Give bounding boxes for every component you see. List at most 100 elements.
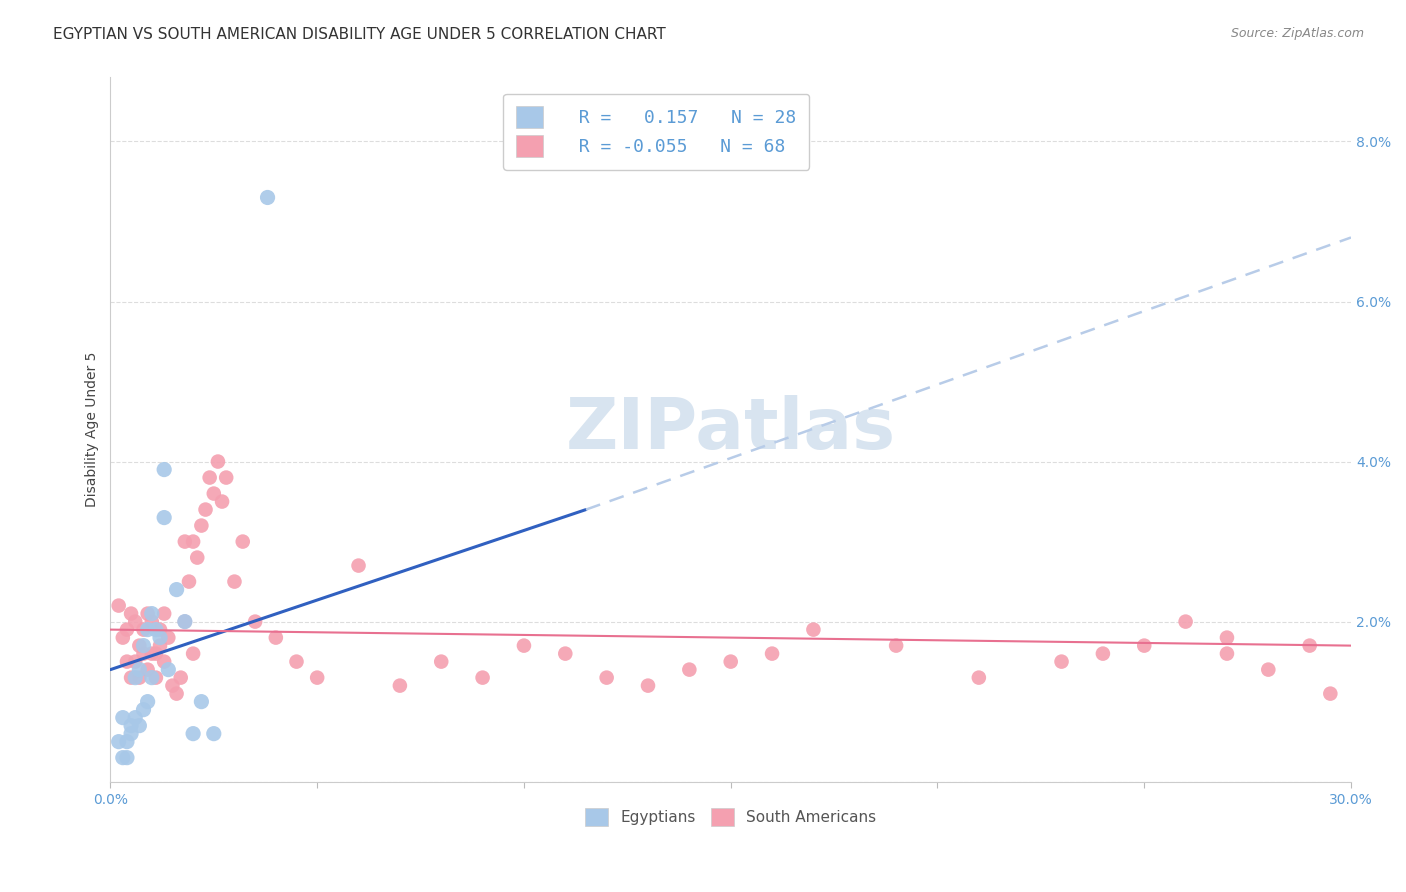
Point	[720, 655, 742, 669]
Point	[471, 671, 494, 685]
Point	[120, 718, 142, 732]
Point	[145, 623, 167, 637]
Point	[388, 679, 411, 693]
Point	[181, 647, 204, 661]
Point	[136, 607, 159, 621]
Legend: Egyptians, South Americans: Egyptians, South Americans	[578, 800, 884, 834]
Point	[173, 534, 195, 549]
Point	[141, 671, 163, 685]
Point	[141, 607, 163, 621]
Point	[124, 655, 146, 669]
Point	[347, 558, 370, 573]
Point	[967, 671, 990, 685]
Point	[157, 663, 180, 677]
Point	[1319, 687, 1341, 701]
Point	[141, 647, 163, 661]
Point	[211, 494, 233, 508]
Point	[111, 631, 134, 645]
Point	[181, 534, 204, 549]
Point	[202, 726, 225, 740]
Text: Source: ZipAtlas.com: Source: ZipAtlas.com	[1230, 27, 1364, 40]
Point	[637, 679, 659, 693]
Point	[120, 607, 142, 621]
Point	[554, 647, 576, 661]
Text: ZIPatlas: ZIPatlas	[565, 395, 896, 464]
Point	[124, 615, 146, 629]
Point	[166, 687, 188, 701]
Point	[1257, 663, 1279, 677]
Point	[264, 631, 287, 645]
Point	[1133, 639, 1156, 653]
Point	[513, 639, 536, 653]
Point	[177, 574, 200, 589]
Point	[202, 486, 225, 500]
Point	[115, 623, 138, 637]
Point	[157, 631, 180, 645]
Point	[1216, 647, 1239, 661]
Point	[149, 623, 172, 637]
Point	[132, 703, 155, 717]
Point	[115, 734, 138, 748]
Point	[1298, 639, 1320, 653]
Point	[145, 647, 167, 661]
Point	[170, 671, 193, 685]
Point	[430, 655, 453, 669]
Point	[107, 599, 129, 613]
Point	[124, 711, 146, 725]
Point	[1216, 631, 1239, 645]
Point	[153, 462, 176, 476]
Point	[1174, 615, 1197, 629]
Point	[128, 663, 150, 677]
Point	[181, 726, 204, 740]
Point	[678, 663, 700, 677]
Point	[132, 647, 155, 661]
Point	[803, 623, 825, 637]
Point	[1091, 647, 1114, 661]
Y-axis label: Disability Age Under 5: Disability Age Under 5	[86, 351, 100, 508]
Point	[111, 750, 134, 764]
Point	[128, 671, 150, 685]
Point	[1050, 655, 1073, 669]
Point	[120, 671, 142, 685]
Point	[198, 470, 221, 484]
Point	[232, 534, 254, 549]
Point	[149, 639, 172, 653]
Point	[307, 671, 329, 685]
Point	[145, 671, 167, 685]
Point	[194, 502, 217, 516]
Point	[256, 190, 278, 204]
Point	[190, 518, 212, 533]
Point	[141, 615, 163, 629]
Point	[215, 470, 238, 484]
Point	[190, 695, 212, 709]
Point	[173, 615, 195, 629]
Point	[111, 711, 134, 725]
Point	[132, 639, 155, 653]
Point	[884, 639, 907, 653]
Point	[224, 574, 246, 589]
Point	[136, 695, 159, 709]
Text: EGYPTIAN VS SOUTH AMERICAN DISABILITY AGE UNDER 5 CORRELATION CHART: EGYPTIAN VS SOUTH AMERICAN DISABILITY AG…	[53, 27, 666, 42]
Point	[186, 550, 208, 565]
Point	[132, 623, 155, 637]
Point	[149, 631, 172, 645]
Point	[120, 726, 142, 740]
Point	[128, 718, 150, 732]
Point	[128, 639, 150, 653]
Point	[761, 647, 783, 661]
Point	[285, 655, 308, 669]
Point	[162, 679, 184, 693]
Point	[136, 623, 159, 637]
Point	[136, 663, 159, 677]
Point	[243, 615, 266, 629]
Point	[173, 615, 195, 629]
Point	[153, 655, 176, 669]
Point	[115, 750, 138, 764]
Point	[153, 510, 176, 524]
Point	[153, 607, 176, 621]
Point	[124, 671, 146, 685]
Point	[595, 671, 617, 685]
Point	[115, 655, 138, 669]
Point	[107, 734, 129, 748]
Point	[166, 582, 188, 597]
